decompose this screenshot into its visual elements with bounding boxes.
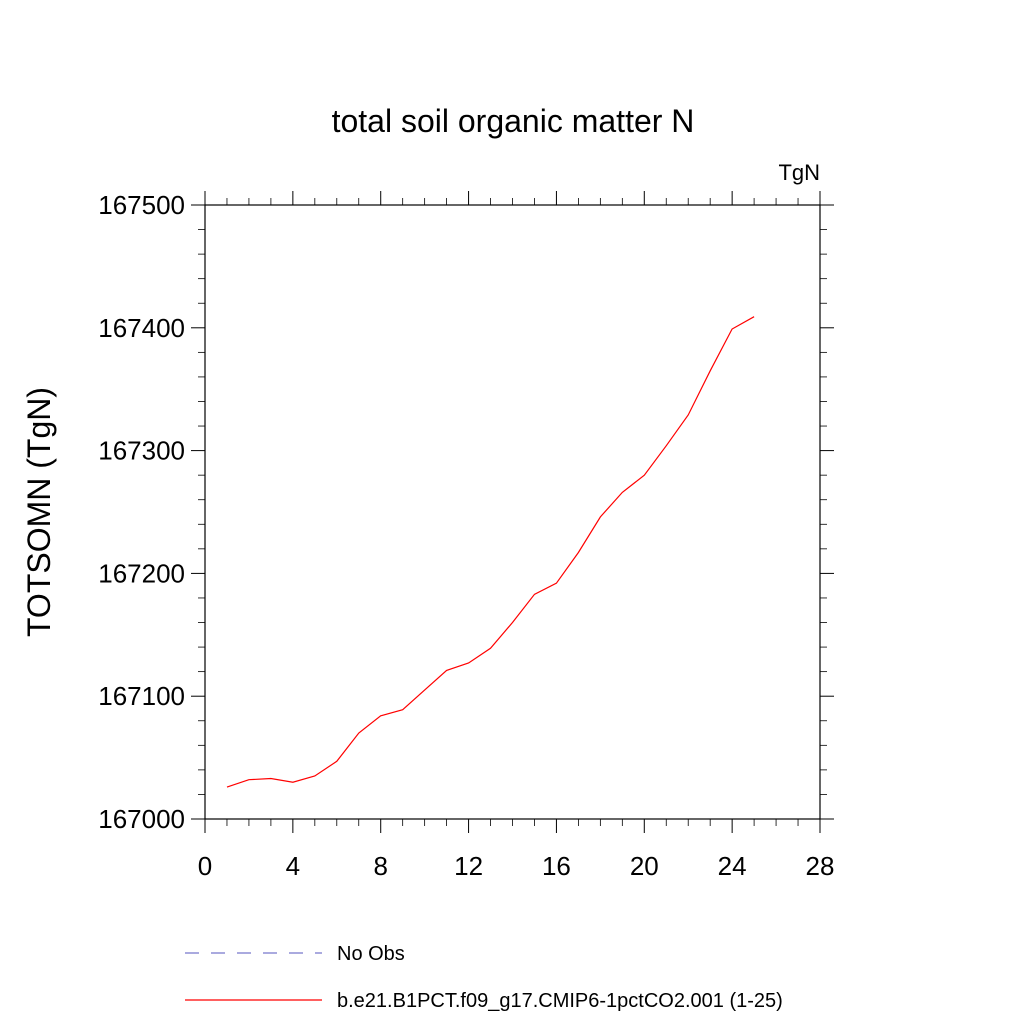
- y-tick-label: 167500: [98, 190, 185, 220]
- plot-frame: [204, 204, 821, 820]
- series-line: [226, 316, 755, 788]
- legend-label: No Obs: [337, 943, 405, 965]
- y-tick-label: 167100: [98, 681, 185, 711]
- y-tick-label: 167400: [98, 313, 185, 343]
- x-tick-label: 0: [198, 851, 212, 881]
- y-tick-label: 167300: [98, 436, 185, 466]
- x-tick-label: 4: [286, 851, 300, 881]
- x-tick-label: 16: [542, 851, 571, 881]
- x-tick-label: 28: [806, 851, 835, 881]
- x-tick-label: 8: [373, 851, 387, 881]
- y-tick-label: 167000: [98, 804, 185, 834]
- chart-title: total soil organic matter N: [332, 103, 695, 139]
- y-axis-label: TOTSOMN (TgN): [21, 387, 57, 637]
- legend-label: b.e21.B1PCT.f09_g17.CMIP6-1pctCO2.001 (1…: [337, 990, 783, 1012]
- units-label: TgN: [778, 160, 820, 185]
- y-tick-label: 167200: [98, 558, 185, 588]
- x-tick-label: 12: [454, 851, 483, 881]
- x-tick-label: 20: [630, 851, 659, 881]
- x-tick-label: 24: [718, 851, 747, 881]
